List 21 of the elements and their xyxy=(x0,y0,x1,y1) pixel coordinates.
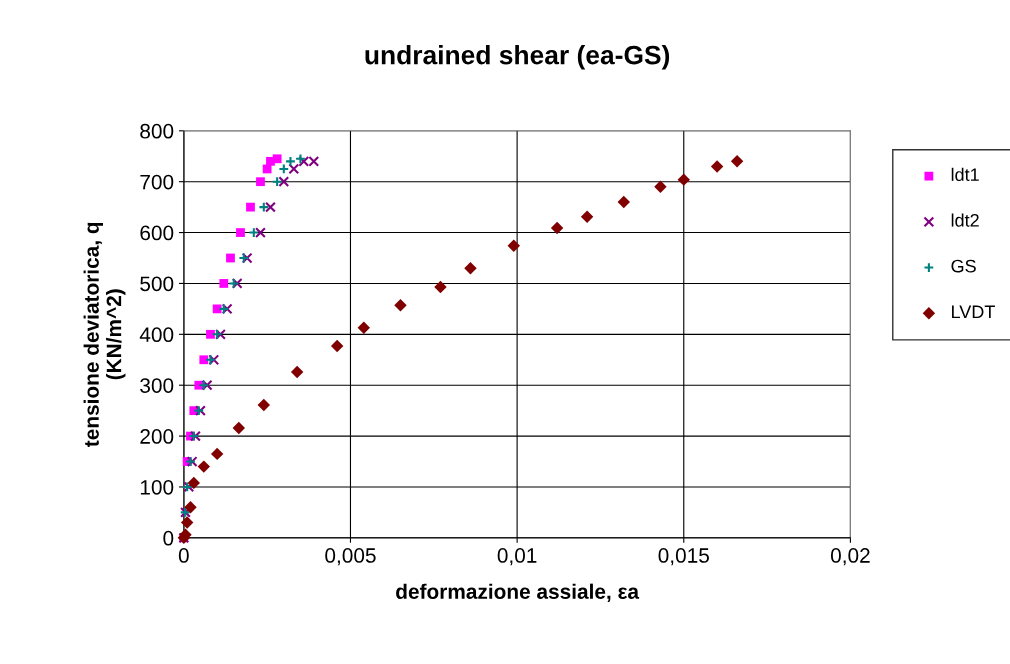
y-tick-label: 300 xyxy=(140,378,174,393)
x-tick-label: 0,005 xyxy=(325,548,376,566)
legend-label: ldt2 xyxy=(951,213,979,227)
legend-label: ldt1 xyxy=(951,167,979,182)
y-tick-label: 400 xyxy=(139,327,174,343)
chart-title: undrained shear (ea-GS) xyxy=(365,45,670,70)
y-tick-label: 800 xyxy=(140,123,174,139)
y-tick-label: 200 xyxy=(140,429,174,444)
y-tick-label: 700 xyxy=(140,174,174,190)
x-tick-label: 0 xyxy=(178,548,189,563)
y-axis-title: tensione deviatorica, q (KN/m^2) xyxy=(83,222,126,447)
y-tick-label: 100 xyxy=(140,479,174,495)
x-axis-title: deformazione assiale, εa xyxy=(396,583,640,602)
y-tick-label: 0 xyxy=(163,530,174,546)
y-tick-label: 500 xyxy=(140,276,174,292)
x-tick-label: 0,01 xyxy=(497,548,537,566)
legend-label: GS xyxy=(951,259,976,273)
legend-label: LVDT xyxy=(952,305,995,319)
x-tick-label: 0,015 xyxy=(658,548,709,566)
y-tick-label: 600 xyxy=(140,225,174,241)
x-tick-label: 0,02 xyxy=(830,548,870,566)
